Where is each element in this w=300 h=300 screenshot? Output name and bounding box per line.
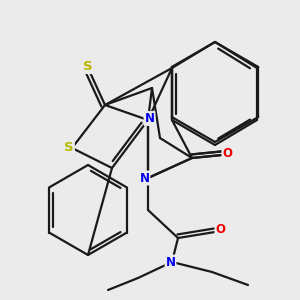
Text: N: N	[140, 172, 149, 184]
Text: N: N	[166, 256, 176, 268]
Text: S: S	[64, 142, 74, 154]
Text: O: O	[222, 147, 233, 160]
Text: S: S	[83, 60, 93, 73]
Text: N: N	[145, 112, 154, 125]
Text: O: O	[215, 223, 225, 236]
